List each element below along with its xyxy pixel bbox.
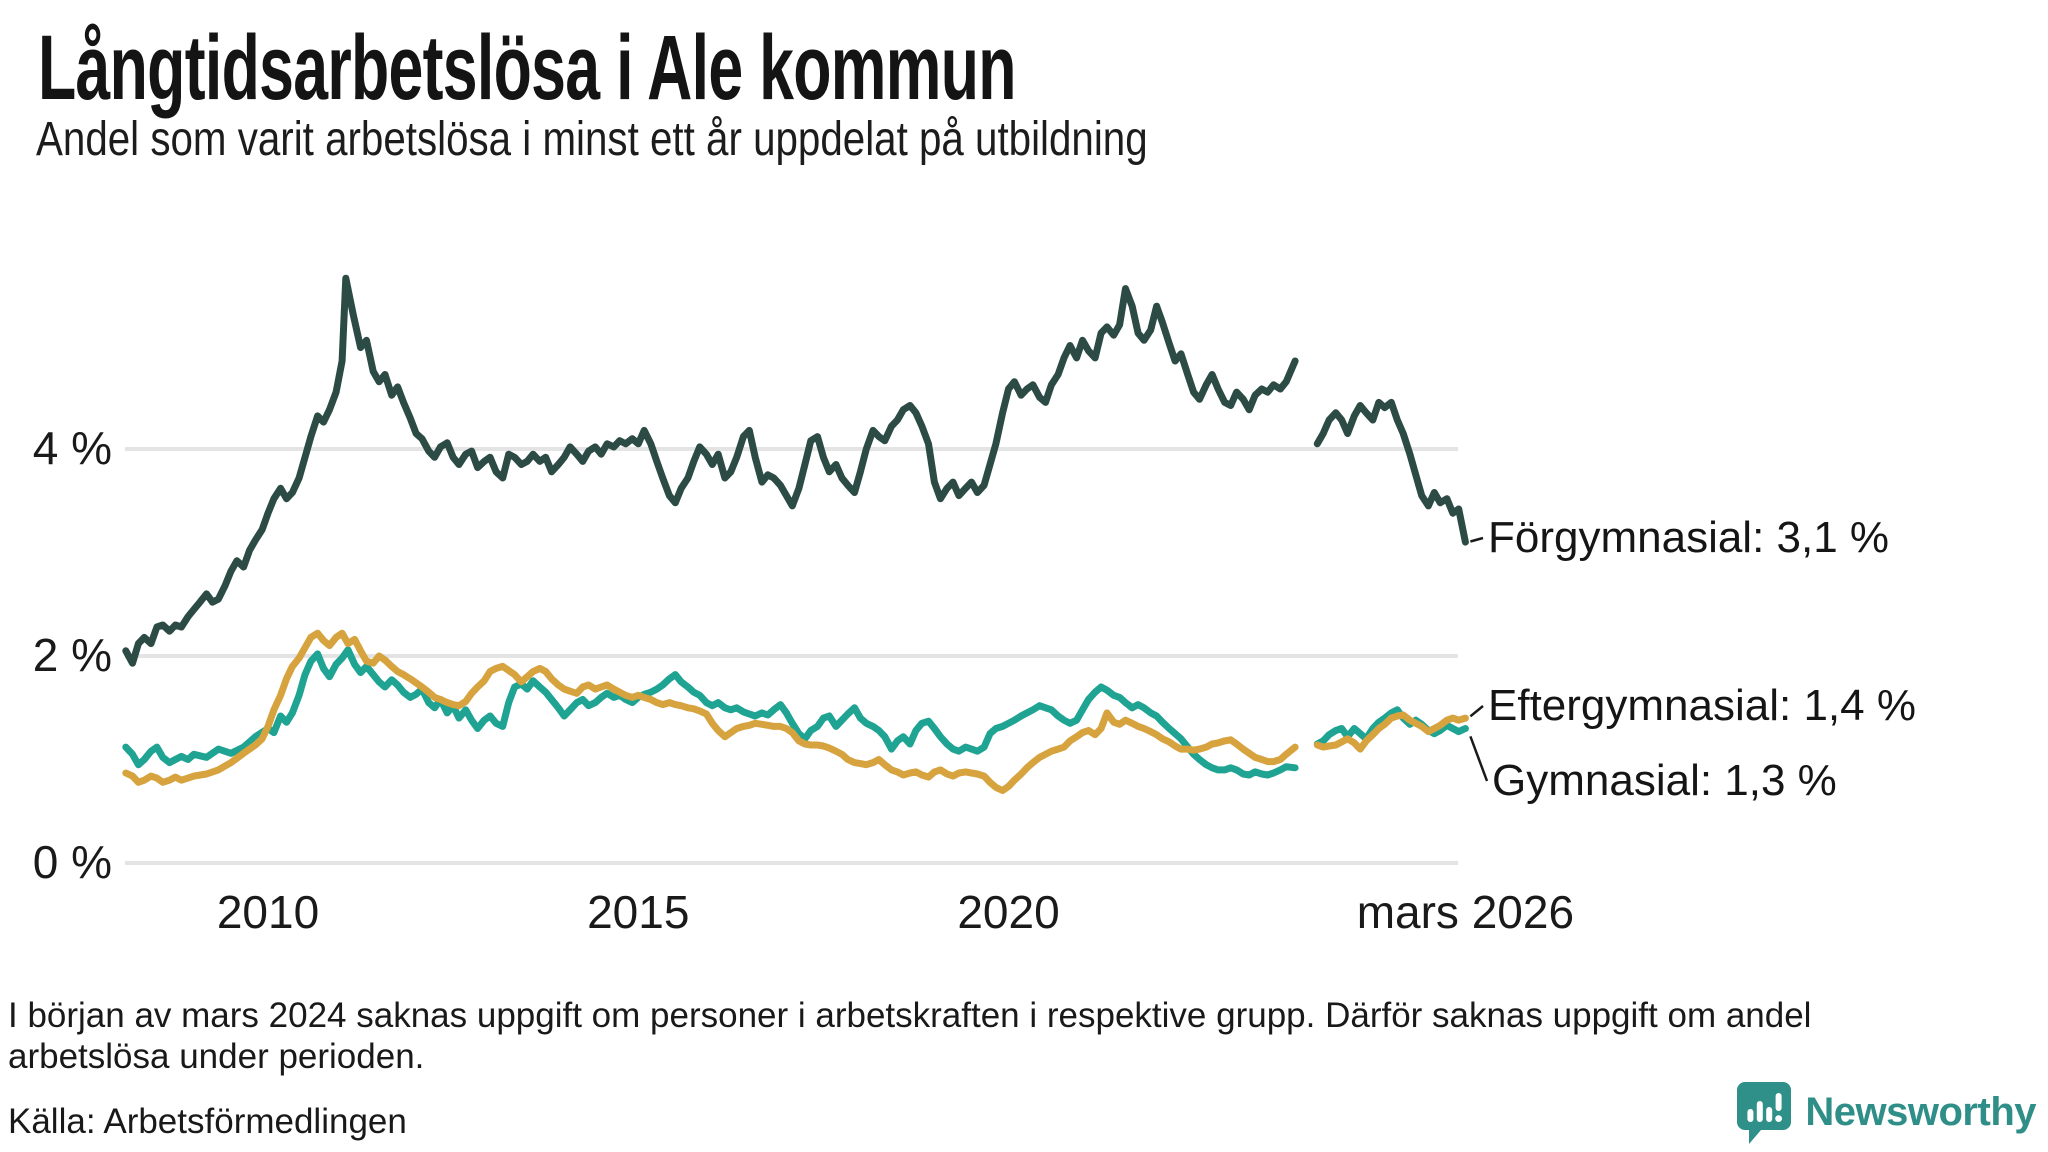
series-line-förgymnasial <box>122 274 1469 667</box>
speech-bubble-shape <box>1737 1082 1792 1144</box>
label-leader-line <box>1469 735 1489 782</box>
series-end-label-eftergymnasial: Eftergymnasial: 1,4 % <box>1488 681 1916 730</box>
x-tick-label: 2010 <box>217 886 319 938</box>
x-tick-label: mars 2026 <box>1357 886 1574 938</box>
footnote: I början av mars 2024 saknas uppgift om … <box>8 996 1812 1077</box>
newsworthy-icon <box>1737 1082 1792 1144</box>
label-leader-line <box>1470 536 1484 543</box>
y-tick-label: 4 % <box>33 422 112 474</box>
series-line-gymnasial <box>122 646 1469 779</box>
newsworthy-logo[interactable]: Newsworthy <box>1735 1080 2036 1144</box>
x-tick-label: 2020 <box>957 886 1059 938</box>
y-tick-label: 0 % <box>33 836 112 888</box>
brand-wordmark: Newsworthy <box>1805 1089 2036 1134</box>
series-end-label-forgymnasial: Förgymnasial: 3,1 % <box>1488 513 1890 562</box>
series-end-label-gymnasial: Gymnasial: 1,3 % <box>1492 756 1837 805</box>
y-tick-label: 2 % <box>33 629 112 681</box>
page-title: Långtidsarbetslösa i Ale kommun <box>38 17 1016 119</box>
bar-chart-glyph <box>1747 1093 1783 1122</box>
x-tick-label: 2015 <box>587 886 689 938</box>
label-leader-line <box>1469 705 1484 718</box>
series-line-eftergymnasial <box>122 629 1469 794</box>
page-subtitle: Andel som varit arbetslösa i minst ett å… <box>36 113 1148 166</box>
source-line: Källa: Arbetsförmedlingen <box>8 1102 407 1141</box>
